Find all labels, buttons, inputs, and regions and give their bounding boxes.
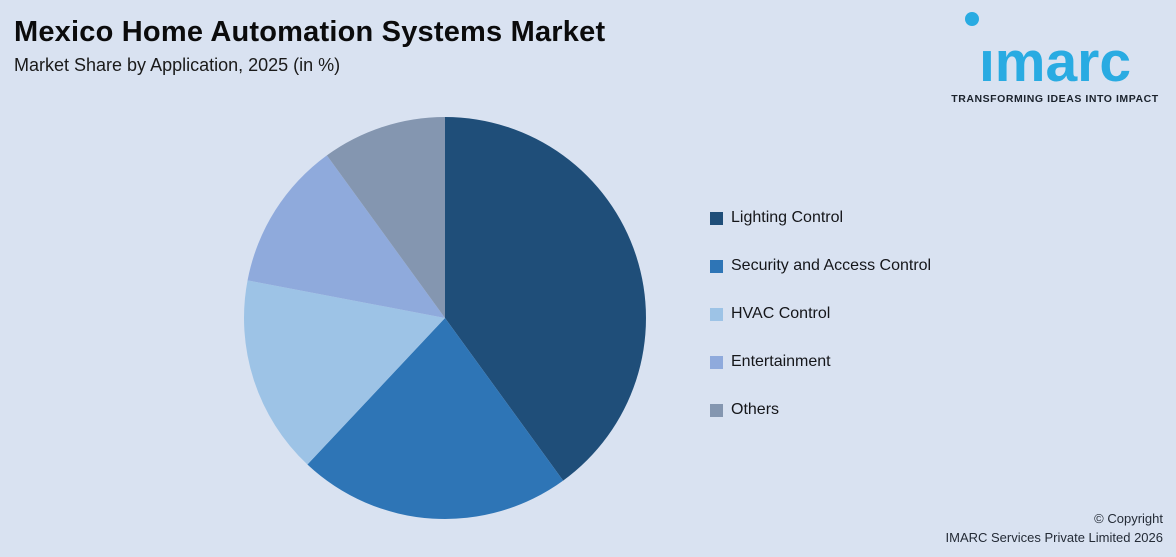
- chart-header: Mexico Home Automation Systems Market Ma…: [14, 16, 605, 77]
- legend-label-security-and-access-control: Security and Access Control: [731, 257, 932, 274]
- legend-swatch-hvac-control: [710, 307, 723, 321]
- copyright-line2: IMARC Services Private Limited 2026: [945, 530, 1163, 545]
- legend-label-lighting-control: Lighting Control: [731, 209, 844, 226]
- legend-label-hvac-control: HVAC Control: [731, 305, 831, 322]
- logo-tagline: TRANSFORMING IDEAS INTO IMPACT: [951, 93, 1159, 106]
- chart-legend: Lighting Control Security and Access Cont…: [710, 209, 931, 419]
- legend-item-entertainment: Entertainment: [710, 353, 931, 371]
- copyright-line1: © Copyright: [1094, 511, 1163, 526]
- page-title: Mexico Home Automation Systems Market: [14, 16, 606, 48]
- legend-item-hvac-control: HVAC Control: [710, 305, 931, 323]
- legend-label-others: Others: [731, 401, 780, 418]
- pie-slice-others: [326, 117, 445, 318]
- pie-slice-security-and-access-control: [307, 318, 564, 519]
- legend-item-security-and-access-control: Security and Access Control: [710, 257, 931, 275]
- legend-item-others: Others: [710, 401, 931, 419]
- logo-wordmark: ımarc: [978, 30, 1132, 94]
- legend-swatch-entertainment: [710, 355, 723, 369]
- copyright-notice: © Copyright IMARC Services Private Limit…: [946, 509, 1163, 547]
- page-subtitle: Market Share by Application, 2025 (in %): [14, 55, 341, 76]
- legend-label-entertainment: Entertainment: [731, 353, 831, 370]
- legend-swatch-lighting-control: [710, 211, 723, 225]
- pie-slice-entertainment: [247, 155, 445, 318]
- pie-slice-hvac-control: [244, 280, 445, 465]
- imarc-logo: ımarc TRANSFORMING IDEAS INTO IMPACT: [938, 4, 1172, 105]
- legend-swatch-security-and-access-control: [710, 259, 723, 273]
- pie-slice-lighting-control: [445, 117, 646, 481]
- legend-swatch-others: [710, 403, 723, 417]
- legend-item-lighting-control: Lighting Control: [710, 209, 931, 227]
- logo-i-dot-icon: [965, 12, 979, 26]
- logo-brand-text: ımarc: [938, 4, 1172, 91]
